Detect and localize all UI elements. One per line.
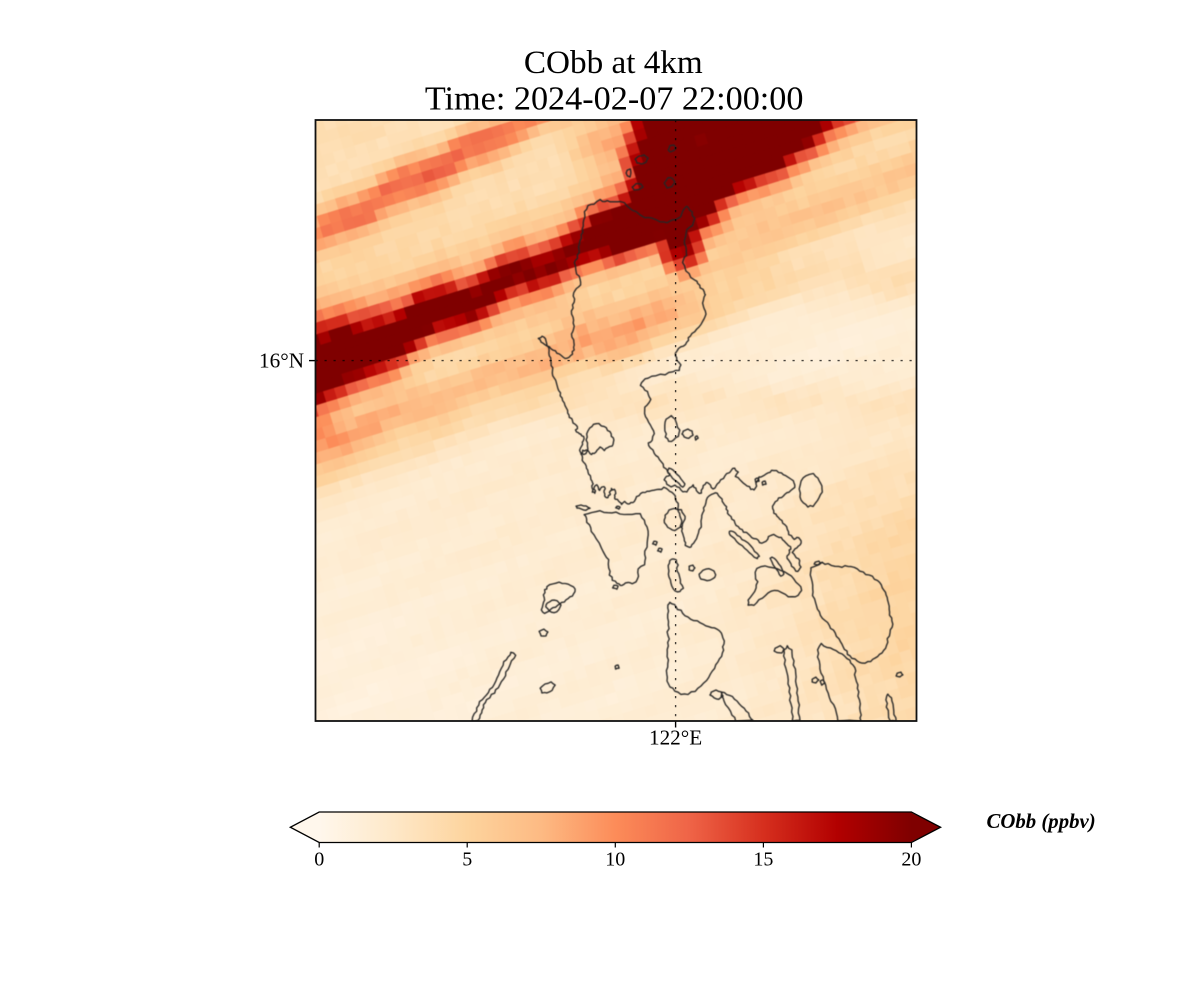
svg-text:15: 15: [753, 848, 773, 870]
svg-text:0: 0: [314, 848, 324, 870]
svg-text:CObb at 4km: CObb at 4km: [524, 44, 703, 81]
svg-text:10: 10: [605, 848, 625, 870]
svg-text:122°E: 122°E: [649, 726, 702, 750]
svg-text:16°N: 16°N: [259, 349, 304, 373]
svg-text:5: 5: [462, 848, 472, 870]
svg-text:CObb (ppbv): CObb (ppbv): [987, 810, 1096, 833]
svg-text:Time: 2024-02-07 22:00:00: Time: 2024-02-07 22:00:00: [425, 80, 804, 117]
svg-text:20: 20: [901, 848, 921, 870]
